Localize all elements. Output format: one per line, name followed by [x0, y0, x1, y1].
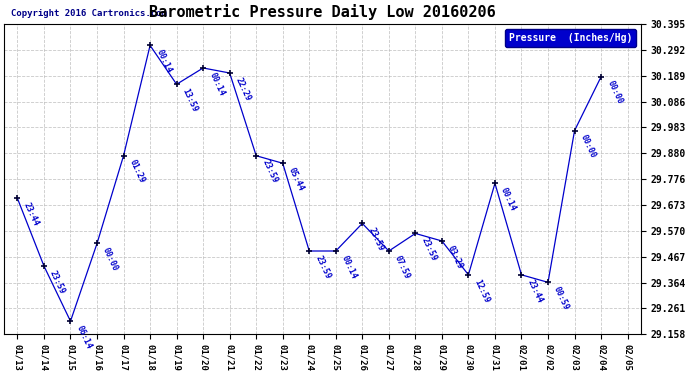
- Text: 12:59: 12:59: [473, 278, 491, 304]
- Text: 07:59: 07:59: [393, 254, 412, 280]
- Text: 22:29: 22:29: [234, 76, 253, 102]
- Text: 23:59: 23:59: [420, 236, 438, 263]
- Text: 00:00: 00:00: [605, 80, 624, 106]
- Text: 01:29: 01:29: [128, 159, 146, 185]
- Text: 00:59: 00:59: [552, 285, 571, 312]
- Text: 06:14: 06:14: [75, 324, 93, 351]
- Text: 00:14: 00:14: [155, 48, 173, 75]
- Text: 00:14: 00:14: [499, 186, 518, 213]
- Text: 00:14: 00:14: [340, 254, 359, 280]
- Title: Barometric Pressure Daily Low 20160206: Barometric Pressure Daily Low 20160206: [149, 4, 496, 20]
- Text: 00:14: 00:14: [207, 71, 226, 97]
- Text: 00:00: 00:00: [579, 134, 598, 160]
- Text: 23:59: 23:59: [313, 254, 332, 280]
- Text: 05:44: 05:44: [287, 166, 306, 192]
- Legend: Pressure  (Inches/Hg): Pressure (Inches/Hg): [505, 29, 636, 47]
- Text: 23:44: 23:44: [526, 278, 544, 304]
- Text: 03:29: 03:29: [446, 244, 465, 270]
- Text: 13:59: 13:59: [181, 87, 199, 114]
- Text: 23:59: 23:59: [260, 159, 279, 185]
- Text: 00:00: 00:00: [101, 246, 120, 273]
- Text: 23:59: 23:59: [366, 226, 385, 253]
- Text: 23:59: 23:59: [48, 269, 67, 295]
- Text: Copyright 2016 Cartronics.com: Copyright 2016 Cartronics.com: [10, 9, 166, 18]
- Text: 23:44: 23:44: [21, 201, 40, 228]
